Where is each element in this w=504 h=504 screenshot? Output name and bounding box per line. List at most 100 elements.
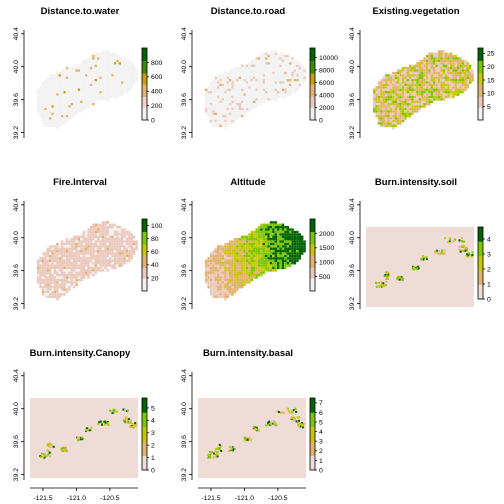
raster-cell xyxy=(94,228,97,231)
raster-cell xyxy=(80,240,83,243)
raster-cell xyxy=(65,266,69,270)
raster-cell xyxy=(49,446,52,449)
raster-cell xyxy=(104,228,107,231)
raster-cell xyxy=(238,93,241,96)
raster-cell xyxy=(63,252,66,255)
raster-cell xyxy=(107,421,110,424)
raster-cell xyxy=(452,240,455,243)
raster-cell xyxy=(125,238,129,241)
raster-cell xyxy=(404,88,407,91)
raster-cell xyxy=(238,266,241,270)
raster-cell xyxy=(373,103,376,106)
raster-cell xyxy=(452,69,455,72)
raster-cell xyxy=(377,122,381,125)
raster-cell xyxy=(46,76,49,79)
raster-cell xyxy=(265,266,268,270)
raster-cell xyxy=(219,245,222,248)
raster-cell xyxy=(262,69,265,72)
raster-cell xyxy=(471,254,474,256)
raster-cell xyxy=(61,71,64,75)
raster-cell xyxy=(293,262,297,265)
raster-cell xyxy=(77,259,81,262)
raster-cell xyxy=(118,79,121,82)
raster-cell xyxy=(125,417,128,420)
legend-swatch xyxy=(478,100,483,103)
raster-cell xyxy=(212,117,215,120)
raster-cell xyxy=(51,117,54,120)
raster-cell xyxy=(229,76,232,79)
raster-cell xyxy=(238,103,241,106)
raster-cell xyxy=(212,281,215,284)
legend-swatch xyxy=(310,455,315,458)
raster-cell xyxy=(233,69,237,72)
raster-cell xyxy=(255,230,258,234)
raster-cell xyxy=(65,281,69,284)
legend-swatch xyxy=(142,410,147,413)
raster-cell xyxy=(53,276,57,279)
legend-swatch xyxy=(478,53,483,56)
raster-cell xyxy=(109,266,112,270)
raster-cell xyxy=(77,439,80,442)
raster-cell xyxy=(250,74,253,77)
raster-cell xyxy=(44,262,47,265)
raster-cell xyxy=(399,83,402,87)
raster-cell xyxy=(385,86,388,89)
legend-swatch xyxy=(142,262,147,265)
raster-cell xyxy=(418,107,421,111)
raster-cell xyxy=(116,69,119,72)
raster-cell xyxy=(428,83,431,87)
raster-cell xyxy=(269,71,273,75)
raster-cell xyxy=(106,226,109,229)
raster-cell xyxy=(377,115,381,118)
raster-cell xyxy=(435,76,438,79)
raster-cell xyxy=(212,95,215,99)
raster-cell xyxy=(385,95,388,99)
raster-cell xyxy=(63,257,66,260)
raster-cell xyxy=(377,119,381,123)
raster-cell xyxy=(77,69,81,72)
raster-cell xyxy=(70,240,73,243)
legend-swatch xyxy=(310,264,315,267)
raster-cell xyxy=(466,62,469,65)
raster-cell xyxy=(421,86,424,89)
raster-cell xyxy=(224,242,227,246)
raster-cell xyxy=(80,76,83,79)
raster-cell xyxy=(58,278,61,282)
raster-cell xyxy=(116,259,119,262)
raster-cell xyxy=(207,86,210,89)
raster-cell xyxy=(262,245,265,248)
raster-cell xyxy=(212,295,215,298)
raster-cell xyxy=(61,119,64,123)
raster-cell xyxy=(269,247,273,250)
raster-cell xyxy=(82,264,85,267)
raster-cell xyxy=(284,264,287,267)
raster-cell xyxy=(380,83,383,87)
raster-cell xyxy=(68,103,71,106)
raster-cell xyxy=(229,86,232,89)
raster-cell xyxy=(447,69,450,72)
raster-cell xyxy=(238,240,241,243)
raster-cell xyxy=(233,91,237,94)
raster-cell xyxy=(212,262,215,265)
raster-cell xyxy=(87,105,90,108)
raster-cell xyxy=(63,240,66,243)
raster-plot xyxy=(205,221,306,301)
raster-cell xyxy=(212,293,215,296)
raster-cell xyxy=(46,252,49,255)
raster-cell xyxy=(116,228,119,231)
raster-cell xyxy=(106,250,109,253)
raster-cell xyxy=(233,112,237,115)
raster-cell xyxy=(238,262,241,265)
raster-cell xyxy=(445,83,448,87)
raster-cell xyxy=(286,247,289,250)
raster-cell xyxy=(231,266,234,270)
raster-cell xyxy=(226,247,229,250)
raster-cell xyxy=(286,57,289,60)
legend-tick-label: 600 xyxy=(151,74,163,81)
legend-swatch xyxy=(142,435,147,438)
raster-cell xyxy=(233,119,237,123)
raster-cell xyxy=(262,247,265,250)
raster-cell xyxy=(80,254,83,258)
raster-cell xyxy=(61,252,64,255)
raster-cell xyxy=(37,281,40,284)
